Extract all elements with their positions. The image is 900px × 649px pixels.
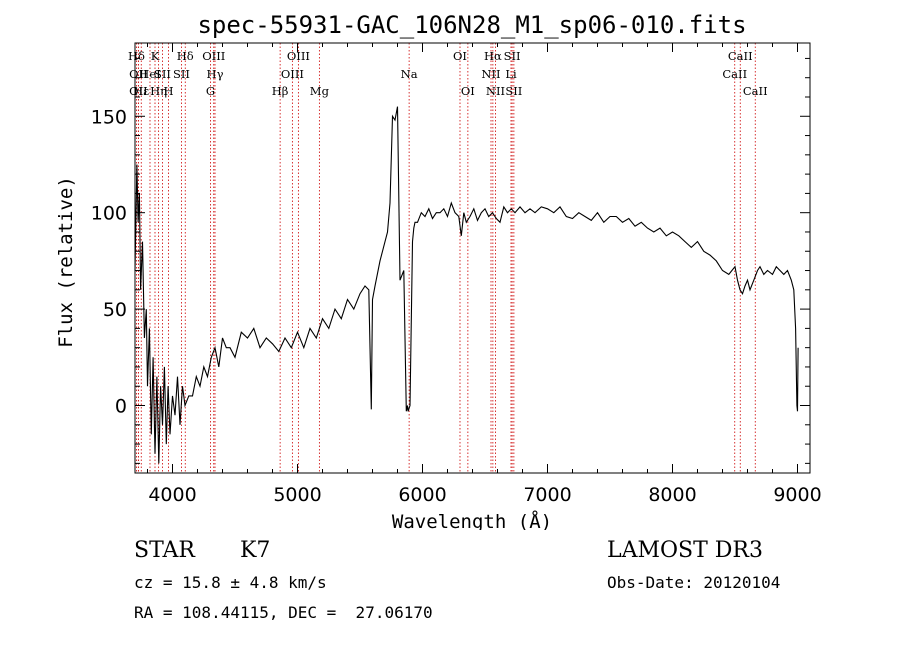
x-tick-label: 9000: [773, 484, 821, 506]
marker-label-Hδ: Hδ: [177, 49, 194, 63]
axis-ticks: 4000 5000 6000 7000 8000 9000 0 50 100 150: [91, 43, 822, 506]
spectrum-line: [134, 106, 799, 464]
marker-label-H: H: [163, 84, 173, 98]
marker-label-Na: Na: [401, 67, 418, 81]
marker-label-CaII: CaII: [722, 67, 747, 81]
marker-label-Hε: Hε: [133, 84, 149, 98]
marker-label-SII: SII: [154, 67, 171, 81]
coordinates: RA = 108.44115, DEC = 27.06170: [134, 603, 433, 622]
marker-label-Hδ: Hδ: [128, 49, 145, 63]
marker-label-CaII: CaII: [728, 49, 753, 63]
line-markers: [136, 43, 756, 473]
y-tick-label: 150: [91, 106, 127, 128]
survey-name: LAMOST DR3: [607, 538, 763, 563]
marker-label-SII: SII: [505, 84, 522, 98]
marker-label-OIII: OIII: [281, 67, 304, 81]
object-class: STAR: [134, 538, 195, 563]
x-tick-label: 8000: [648, 484, 696, 506]
obs-date: Obs-Date: 20120104: [607, 573, 781, 592]
marker-label-G: G: [206, 84, 215, 98]
marker-label-NII: NII: [486, 84, 505, 98]
chart-title: spec-55931-GAC_106N28_M1_sp06-010.fits: [197, 11, 746, 39]
plot-frame: [134, 42, 811, 474]
y-tick-label: 50: [103, 299, 127, 321]
marker-label-OII: OII: [129, 84, 148, 98]
marker-label-HeI: HeI: [139, 67, 160, 81]
y-axis-label: Flux (relative): [55, 176, 77, 348]
marker-label-SII: SII: [504, 49, 521, 63]
marker-label-CaII: CaII: [743, 84, 768, 98]
x-tick-label: 6000: [398, 484, 446, 506]
marker-label-OI: OI: [461, 84, 475, 98]
y-tick-label: 100: [91, 203, 127, 225]
marker-label-OIII: OIII: [287, 49, 310, 63]
marker-label-Hα: Hα: [484, 49, 502, 63]
marker-label-Li: Li: [505, 67, 517, 81]
y-tick-label: 0: [115, 396, 127, 418]
x-tick-label: 5000: [273, 484, 321, 506]
marker-label-NII: NII: [481, 67, 500, 81]
marker-label-OI: OI: [453, 49, 467, 63]
spectrum-chart: spec-55931-GAC_106N28_M1_sp06-010.fits H…: [55, 11, 822, 530]
marker-label-Hβ: Hβ: [272, 84, 289, 98]
marker-label-Hη: Hη: [150, 84, 167, 98]
marker-label-Hγ: Hγ: [207, 67, 224, 81]
object-subclass: K7: [240, 538, 271, 563]
marker-label-SII: SII: [173, 67, 190, 81]
marker-label-K: K: [151, 49, 160, 63]
marker-label-Mg: Mg: [310, 84, 330, 98]
marker-label-OII: OII: [129, 67, 148, 81]
marker-label-OIII: OIII: [202, 49, 225, 63]
x-tick-label: 4000: [148, 484, 196, 506]
x-tick-label: 7000: [523, 484, 571, 506]
redshift-readout: cz = 15.8 ± 4.8 km/s: [134, 573, 327, 592]
x-axis-label: Wavelength (Å): [392, 510, 552, 530]
